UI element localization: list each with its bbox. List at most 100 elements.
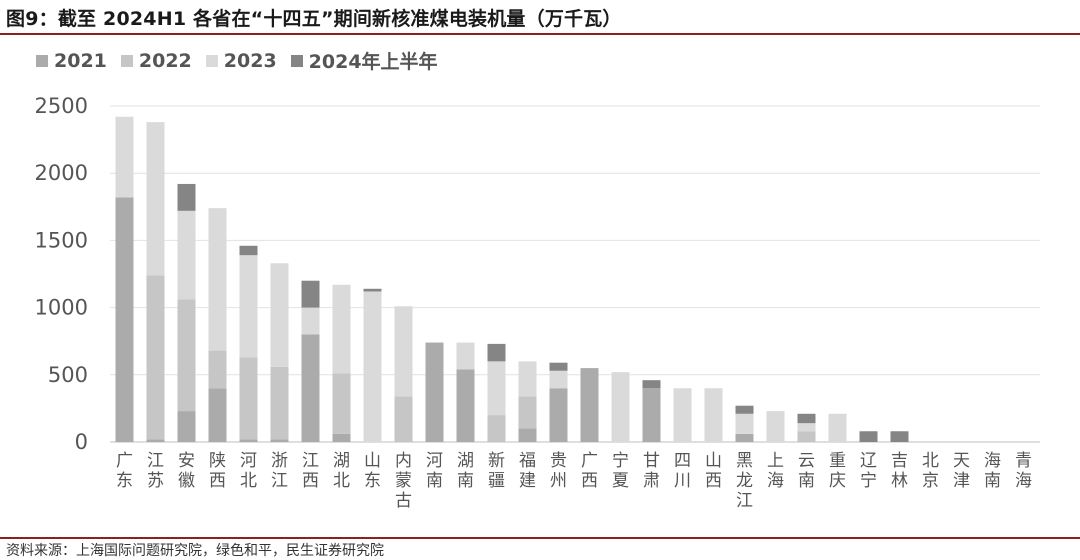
y-axis: 0 500 1000 1500 2000 2500 [35, 94, 88, 454]
bar-segment-山西-2023 [704, 388, 723, 442]
bar-segment-山东-2024年上半年 [363, 288, 382, 292]
x-tick-label: 安徽 [178, 451, 195, 491]
bar-segment-云南-2024年上半年 [797, 413, 816, 424]
bar-segment-江西-2024年上半年 [301, 280, 320, 308]
x-tick-label: 广西 [581, 451, 598, 491]
bar-segment-河北-2022 [239, 357, 258, 440]
y-tick-label: 0 [75, 430, 88, 454]
source-rule [0, 537, 1080, 539]
bar-segment-河南-2021 [425, 342, 444, 442]
legend-swatch [120, 54, 133, 67]
bar-segment-黑龙江-2023 [735, 413, 754, 434]
x-tick-label: 陕西 [209, 451, 226, 491]
bar-segment-云南-2022 [797, 431, 816, 442]
legend-item-0: 2021 [36, 50, 107, 72]
bar-segment-广西-2021 [580, 368, 599, 442]
bar-segment-河北-2023 [239, 255, 258, 358]
bar-segment-湖北-2021 [332, 433, 351, 442]
bar-segment-贵州-2021 [549, 388, 568, 442]
bar-segment-安徽-2024年上半年 [177, 183, 196, 211]
x-tick-label: 云南 [798, 451, 815, 491]
x-tick-label: 贵州 [550, 451, 567, 491]
bar-segment-贵州-2023 [549, 370, 568, 389]
title-rule [0, 33, 1080, 35]
stacked-bar-chart: 0 500 1000 1500 2000 2500 广东江苏安徽陕西河北浙江江西湖北山东内… [35, 94, 1040, 511]
bar-segment-湖北-2023 [332, 284, 351, 374]
bar-segment-福建-2021 [518, 428, 537, 442]
x-tick-label: 重庆 [829, 451, 846, 491]
x-tick-label: 山西 [705, 451, 722, 491]
x-tick-label: 福建 [519, 451, 536, 491]
bar-segment-陕西-2023 [208, 208, 227, 351]
y-tick-label: 1500 [35, 228, 88, 252]
bar-segment-四川-2023 [673, 388, 692, 442]
y-tick-label: 2500 [35, 94, 88, 118]
x-tick-label: 青海 [1015, 451, 1032, 491]
x-tick-label: 湖北 [333, 451, 350, 491]
bar-segment-山东-2023 [363, 291, 382, 442]
source-note: 资料来源：上海国际问题研究院，绿色和平，民生证券研究院 [6, 543, 384, 559]
bar-segment-贵州-2024年上半年 [549, 362, 568, 371]
x-tick-label: 湖南 [457, 451, 474, 491]
x-tick-label: 河北 [240, 451, 257, 491]
legend-label: 2022 [138, 49, 192, 72]
bar-segment-辽宁-2024年上半年 [859, 431, 878, 442]
x-tick-label: 四川 [674, 451, 691, 491]
x-tick-label: 新疆 [488, 451, 505, 491]
bar-segment-江苏-2022 [146, 275, 165, 440]
bar-segment-安徽-2021 [177, 411, 196, 442]
bar-segment-河北-2021 [239, 439, 258, 442]
bar-segment-新疆-2023 [487, 361, 506, 416]
legend-item-1: 2022 [120, 49, 192, 72]
bar-segment-广东-2021 [115, 197, 134, 442]
legend-label: 2023 [223, 49, 277, 72]
x-tick-label: 甘肃 [643, 451, 660, 491]
grid [110, 105, 1040, 443]
x-tick-label: 河南 [426, 451, 443, 491]
bar-segment-湖南-2023 [456, 342, 475, 370]
bar-segment-浙江-2022 [270, 366, 289, 440]
bar-segment-陕西-2021 [208, 388, 227, 442]
bar-segment-浙江-2023 [270, 263, 289, 367]
bar-segment-福建-2022 [518, 396, 537, 429]
x-tick-label: 海南 [984, 451, 1001, 491]
bar-segment-内蒙古-2022 [394, 396, 413, 442]
bars [115, 116, 909, 442]
bar-segment-新疆-2022 [487, 415, 506, 442]
bar-segment-安徽-2023 [177, 210, 196, 300]
legend-swatch [290, 54, 303, 67]
x-tick-label: 辽宁 [860, 451, 877, 491]
x-axis: 广东江苏安徽陕西河北浙江江西湖北山东内蒙古河南湖南新疆福建贵州广西宁夏甘肃四川山… [116, 451, 1032, 511]
bar-segment-黑龙江-2021 [735, 433, 754, 442]
bar-segment-黑龙江-2024年上半年 [735, 405, 754, 414]
x-tick-label: 吉林 [891, 451, 908, 491]
chart-title: 图9：截至 2024H1 各省在“十四五”期间新核准煤电装机量（万千瓦） [6, 8, 622, 30]
legend-swatch [205, 54, 218, 67]
x-tick-label: 山东 [364, 451, 381, 491]
bar-segment-江西-2023 [301, 307, 320, 335]
x-tick-label: 广东 [116, 451, 133, 491]
bar-segment-甘肃-2021 [642, 388, 661, 442]
y-tick-label: 2000 [35, 161, 88, 185]
bar-segment-内蒙古-2023 [394, 306, 413, 397]
legend-item-3: 2024年上半年 [290, 47, 438, 74]
bar-segment-湖北-2022 [332, 373, 351, 434]
x-tick-label: 江苏 [147, 451, 164, 491]
legend-label: 2024年上半年 [308, 51, 438, 73]
bar-segment-重庆-2023 [828, 413, 847, 442]
bar-segment-湖南-2021 [456, 369, 475, 442]
bar-segment-浙江-2021 [270, 439, 289, 442]
x-tick-label: 宁夏 [612, 451, 629, 491]
legend-label: 2021 [54, 49, 107, 72]
y-tick-label: 1000 [35, 296, 88, 320]
x-tick-label: 内蒙古 [395, 451, 412, 511]
legend-swatch [36, 54, 48, 67]
legend-item-2: 2023 [205, 49, 277, 72]
bar-segment-江西-2021 [301, 334, 320, 442]
legend: 2021 2022 2023 2024年上半年 [36, 47, 438, 74]
bar-segment-上海-2023 [766, 411, 785, 442]
bar-segment-吉林-2024年上半年 [890, 431, 909, 442]
bar-segment-云南-2023 [797, 423, 816, 432]
x-tick-label: 浙江 [271, 451, 288, 491]
x-tick-label: 江西 [302, 451, 319, 491]
